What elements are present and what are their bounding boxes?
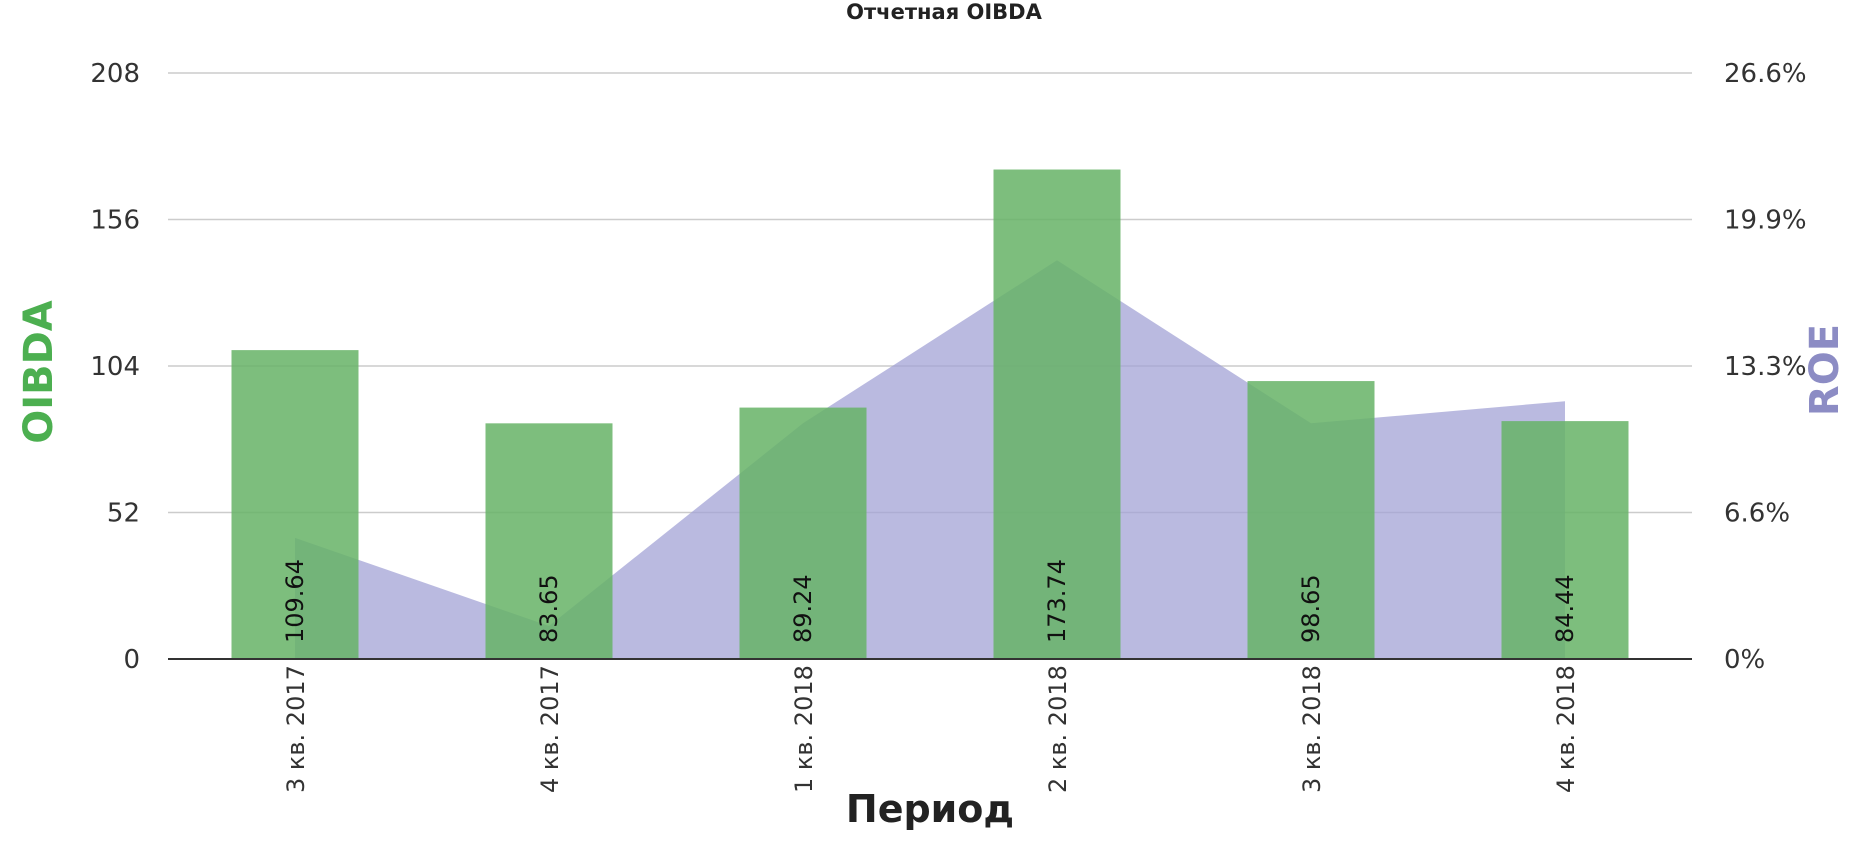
- x-category-label: 2 кв. 2018: [1044, 665, 1072, 793]
- y-right-tick-label: 13.3%: [1724, 352, 1807, 382]
- y-left-tick-label: 156: [90, 206, 140, 236]
- oibda-bar: [739, 407, 867, 659]
- bar-value-label: 89.24: [789, 574, 817, 643]
- bar-value-label: 98.65: [1297, 574, 1325, 643]
- y-right-tick-label: 19.9%: [1724, 206, 1807, 236]
- y-axis-right-title: ROE: [1802, 324, 1848, 416]
- oibda-bar: [231, 350, 359, 659]
- oibda-bar: [1247, 381, 1375, 659]
- x-axis-title: Период: [846, 787, 1014, 831]
- y-left-tick-label: 104: [90, 352, 140, 382]
- x-category-label: 3 кв. 2018: [1298, 665, 1326, 793]
- x-category-label: 3 кв. 2017: [282, 665, 310, 793]
- y-right-tick-label: 6.6%: [1724, 499, 1790, 529]
- oibda-bar-layer: [231, 169, 1629, 659]
- x-category-label: 4 кв. 2018: [1552, 665, 1580, 793]
- chart-title: Отчетная OIBDA: [846, 0, 1042, 24]
- y-left-tick-label: 52: [107, 499, 140, 529]
- x-category-label: 1 кв. 2018: [790, 665, 818, 793]
- y-right-tick-label: 26.6%: [1724, 59, 1807, 89]
- oibda-bar: [993, 169, 1121, 659]
- y-left-tick-label: 208: [90, 59, 140, 89]
- y-left-tick-label: 0: [123, 645, 140, 675]
- axis-layer: 0 0% 52 6.6% 104 13.3% 156 19.9% 208 26.6% 3 кв. 2…: [90, 59, 1806, 793]
- y-axis-left-title: OIBDA: [16, 300, 62, 444]
- bar-value-label: 83.65: [535, 574, 563, 643]
- x-category-label: 4 кв. 2017: [536, 665, 564, 793]
- bar-value-label: 109.64: [281, 559, 309, 643]
- y-right-tick-label: 0%: [1724, 645, 1765, 675]
- data-label-layer: 109.64 83.65 89.24 173.74 98.65 84.44: [281, 559, 1579, 643]
- oibda-bar: [1501, 421, 1629, 659]
- bar-value-label: 173.74: [1043, 559, 1071, 643]
- oibda-bar: [485, 423, 613, 659]
- bar-value-label: 84.44: [1551, 574, 1579, 643]
